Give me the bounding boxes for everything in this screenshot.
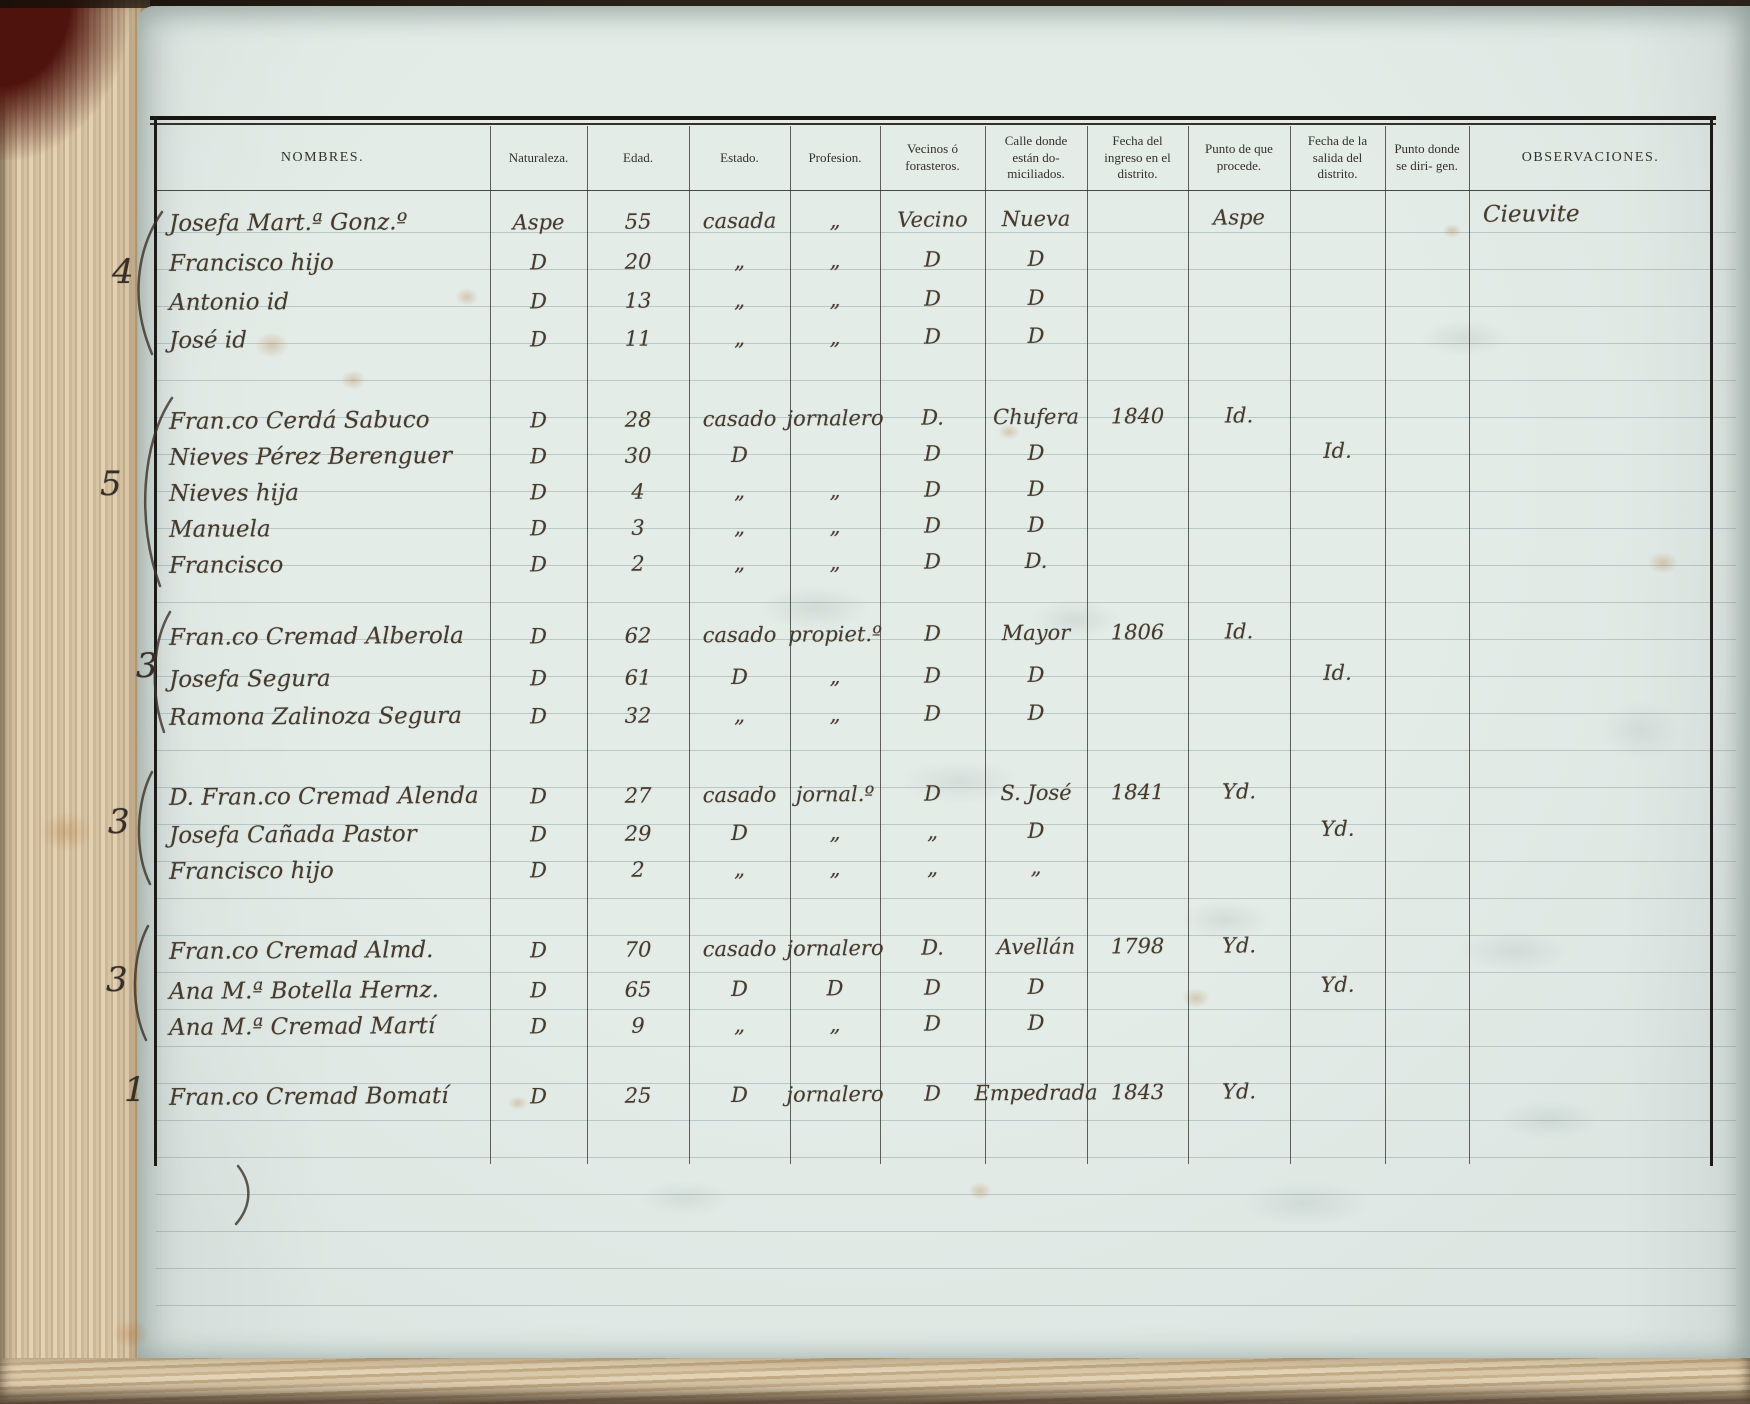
column-divider	[1087, 126, 1088, 1164]
header-underline	[155, 190, 1712, 191]
ledger-page	[138, 6, 1750, 1366]
table-top-rule-2	[150, 123, 1716, 125]
header-naturaleza: Naturaleza.	[508, 149, 569, 165]
book-edge-top	[0, 0, 640, 8]
table-top-rule	[150, 116, 1716, 120]
header-calle: Calle donde están do- miciliados.	[1004, 132, 1068, 182]
column-divider	[790, 126, 791, 1164]
header-edad: Edad.	[623, 149, 653, 165]
column-divider	[1188, 126, 1189, 1164]
margin-number: 3	[136, 646, 158, 686]
column-divider	[1290, 126, 1291, 1164]
ruled-lines	[156, 196, 1736, 1308]
table-border-right	[1710, 116, 1713, 1166]
header-estado: Estado.	[720, 149, 759, 165]
column-divider	[689, 126, 690, 1164]
column-divider	[490, 126, 491, 1164]
header-profesion: Profesion.	[808, 149, 862, 165]
header-vecinos: Vecinos ó forasteros.	[905, 141, 960, 173]
column-divider	[880, 126, 881, 1164]
margin-number: 3	[108, 802, 130, 842]
column-divider	[587, 126, 588, 1164]
table-border-left	[154, 116, 157, 1166]
header-punto-procede: Punto de que procede.	[1205, 141, 1273, 173]
book-page-edges-left	[0, 0, 150, 1404]
book-page-edges-bottom	[0, 1358, 1750, 1404]
header-fecha-salida: Fecha de la salida del distrito.	[1307, 132, 1368, 182]
book-corner-shadow	[0, 0, 130, 160]
margin-number: 5	[100, 464, 122, 504]
column-divider	[1469, 126, 1470, 1164]
header-observaciones: OBSERVACIONES.	[1521, 149, 1660, 165]
column-divider	[985, 126, 986, 1164]
margin-number: 1	[124, 1070, 146, 1110]
margin-number: 3	[106, 960, 128, 1000]
margin-number: 4	[112, 252, 134, 292]
header-nombres: NOMBRES.	[280, 149, 365, 165]
column-divider	[1385, 126, 1386, 1164]
header-punto-dirigen: Punto donde se diri- gen.	[1394, 141, 1460, 173]
header-fecha-ingreso: Fecha del ingreso en el distrito.	[1104, 132, 1171, 182]
